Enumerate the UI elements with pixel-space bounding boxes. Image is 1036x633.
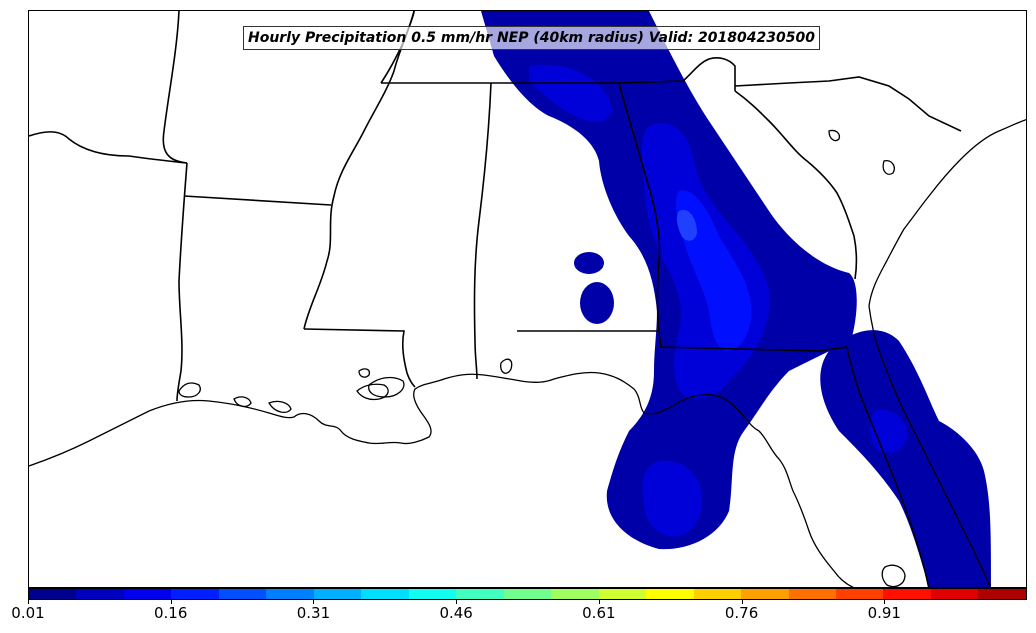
colorbar-segment [835, 589, 884, 599]
colorbar-tick-label: 0.91 [867, 604, 901, 622]
colorbar [28, 588, 1027, 600]
colorbar-tick [884, 600, 886, 604]
colorbar-tick-label: 0.01 [11, 604, 45, 622]
colorbar-segment [171, 589, 219, 599]
colorbar-segment [503, 589, 552, 599]
florida-boundary [846, 346, 930, 587]
map-panel: Hourly Precipitation 0.5 mm/hr NEP (40km… [28, 10, 1027, 588]
colorbar-ticks: 0.01 0.16 0.31 0.46 0.61 0.76 0.91 [0, 600, 1036, 630]
colorbar-segment [646, 589, 694, 599]
colorbar-segment [693, 589, 742, 599]
colorbar-segment [408, 589, 457, 599]
colorbar-segment [361, 589, 409, 599]
colorbar-segment [741, 589, 789, 599]
colorbar-segment [930, 589, 979, 599]
colorbar-segment [266, 589, 314, 599]
colorbar-tick [741, 600, 743, 604]
state-borders [29, 11, 962, 402]
colorbar-segment [456, 589, 504, 599]
map-title: Hourly Precipitation 0.5 mm/hr NEP (40km… [243, 26, 820, 50]
colorbar-segment [883, 589, 931, 599]
coastline [29, 118, 1026, 587]
colorbar-segment [978, 589, 1026, 599]
colorbar-segment [313, 589, 362, 599]
colorbar-segment [598, 589, 647, 599]
colorbar-tick [456, 600, 458, 604]
colorbar-tick [28, 600, 29, 604]
colorbar-segment [788, 589, 836, 599]
colorbar-tick [170, 600, 172, 604]
colorbar-segment [29, 589, 77, 599]
colorbar-tick-label: 0.76 [724, 604, 759, 622]
colorbar-segment [551, 589, 599, 599]
colorbar-tick-label: 0.16 [154, 604, 188, 622]
colorbar-tick-label: 0.46 [439, 604, 473, 622]
colorbar-tick-label: 0.31 [296, 604, 331, 622]
precipitation-map [29, 11, 1026, 587]
colorbar-segment [218, 589, 267, 599]
colorbar-tick [313, 600, 315, 604]
precip-band-low [481, 11, 991, 587]
colorbar-segment [123, 589, 172, 599]
colorbar-tick [598, 600, 600, 604]
precip-band-high [675, 190, 752, 351]
colorbar-segment [76, 589, 124, 599]
colorbar-tick-label: 0.61 [582, 604, 616, 622]
